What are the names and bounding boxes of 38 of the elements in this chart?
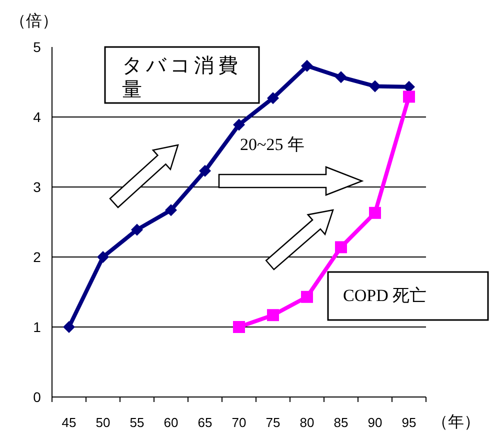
point <box>301 60 313 72</box>
y-tick-label: 1 <box>33 319 42 335</box>
point <box>403 90 415 103</box>
point <box>267 92 279 104</box>
x-tick-label: 80 <box>300 415 314 430</box>
y-tick-label: 2 <box>33 249 42 265</box>
x-tick-label: 70 <box>232 415 246 430</box>
point <box>369 206 381 219</box>
x-tick-label: 65 <box>198 415 212 430</box>
x-tick-label: 50 <box>96 415 110 430</box>
point <box>165 204 177 216</box>
series-label: COPD 死亡 <box>343 286 427 305</box>
x-tick-label: 90 <box>368 415 382 430</box>
point <box>199 164 211 177</box>
point <box>301 290 313 303</box>
y-tick-label: 5 <box>33 39 42 55</box>
x-tick-label: 55 <box>130 415 144 430</box>
x-tick-label: 45 <box>62 415 76 430</box>
point <box>97 251 109 263</box>
point <box>233 321 245 333</box>
x-tick-label: 95 <box>402 415 416 430</box>
point <box>335 71 347 84</box>
x-tick-label: 75 <box>266 415 280 430</box>
point <box>63 321 75 333</box>
x-tick-label: 85 <box>334 415 348 430</box>
series-label: タバコ消費量 <box>122 55 242 101</box>
y-tick-label: 3 <box>33 179 42 195</box>
y-axis-title: （倍） <box>10 12 58 30</box>
point <box>131 224 143 236</box>
point <box>335 241 347 254</box>
x-tick-label: 60 <box>164 415 178 430</box>
y-tick-label: 4 <box>33 109 42 125</box>
x-axis-title: （年） <box>432 414 480 431</box>
y-tick-label: 0 <box>33 389 42 405</box>
point <box>233 118 245 131</box>
point <box>369 80 381 92</box>
annotation: 20~25 年 <box>240 135 304 154</box>
point <box>267 309 279 322</box>
